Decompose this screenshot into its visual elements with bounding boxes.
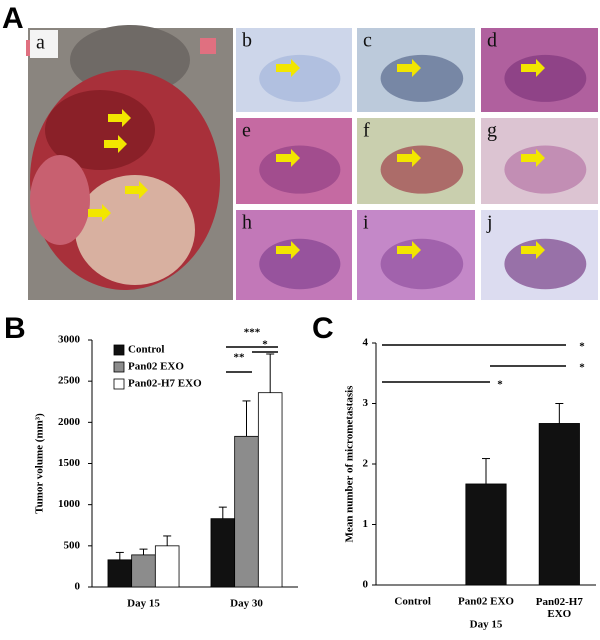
- significance-label: *: [262, 339, 268, 351]
- y-tick-label: 2000: [58, 416, 81, 428]
- image-label: b: [242, 30, 252, 52]
- y-tick-label: 500: [64, 539, 81, 551]
- bar: [538, 423, 580, 586]
- x-tick-label: Control: [394, 596, 430, 608]
- tissue: [504, 238, 587, 290]
- arrow: [397, 149, 421, 167]
- tissue: [259, 145, 341, 194]
- legend-label: Pan02-H7 EXO: [128, 378, 202, 390]
- arrow: [521, 149, 545, 167]
- legend-label: Control: [128, 344, 164, 356]
- arrow: [276, 241, 300, 259]
- image-label: e: [242, 120, 251, 142]
- image-label: h: [242, 212, 252, 234]
- bar: [154, 545, 180, 588]
- arrow: [104, 135, 127, 153]
- y-tick-label: 1000: [58, 498, 81, 510]
- arrow: [276, 149, 300, 167]
- y-tick-label: 1500: [58, 457, 81, 469]
- panel-label: B: [4, 312, 26, 345]
- significance-label: ***: [244, 327, 261, 339]
- image-label: f: [363, 120, 370, 142]
- significance-label: *: [497, 379, 503, 391]
- photo-tissue: [30, 155, 90, 245]
- y-tick-label: 0: [75, 581, 81, 593]
- arrow: [521, 59, 545, 77]
- y-axis-label: Mean number of micrometastasis: [344, 385, 356, 543]
- tissue: [380, 145, 464, 194]
- image-label: j: [486, 212, 493, 234]
- arrow: [108, 109, 131, 127]
- y-tick-label: 3: [363, 397, 369, 409]
- legend-label: Pan02 EXO: [128, 361, 184, 373]
- legend-swatch: [113, 344, 125, 356]
- tissue: [259, 238, 341, 290]
- bar: [131, 554, 156, 588]
- panel-label: A: [2, 2, 24, 35]
- x-tick-label: Day 30: [230, 598, 263, 610]
- x-tick-label: Day 15: [127, 598, 160, 610]
- x-tick-label: Pan02 EXO: [458, 596, 514, 608]
- tissue: [504, 54, 587, 102]
- arrow: [397, 241, 421, 259]
- y-axis-label: Tumor volume (mm³): [34, 413, 46, 514]
- arrow: [125, 181, 148, 199]
- y-tick-label: 2: [363, 458, 369, 470]
- tissue: [380, 54, 464, 102]
- panel-a: [26, 25, 233, 300]
- photo-intestine: [75, 175, 195, 285]
- legend-swatch: [113, 361, 125, 373]
- bar: [465, 483, 507, 586]
- y-tick-label: 0: [363, 579, 369, 591]
- label-box: [30, 30, 58, 58]
- bar: [234, 435, 259, 588]
- x-axis-label: Day 15: [470, 619, 503, 631]
- image-label: g: [487, 120, 497, 142]
- arrow: [276, 59, 300, 77]
- image-label: d: [487, 30, 497, 52]
- photo-organ: [45, 90, 155, 170]
- x-tick-label: Pan02-H7 EXO: [536, 596, 584, 620]
- image-label: a: [36, 32, 45, 54]
- y-tick-label: 2500: [58, 375, 81, 387]
- image-label: i: [363, 212, 369, 234]
- arrow: [521, 241, 545, 259]
- bar: [210, 518, 236, 588]
- significance-label: *: [579, 362, 585, 374]
- significance-label: **: [234, 352, 246, 364]
- significance-label: *: [579, 341, 585, 353]
- tissue: [504, 145, 587, 194]
- arrow: [88, 204, 111, 222]
- y-tick-label: 4: [363, 337, 369, 349]
- photo-pin: [200, 38, 216, 54]
- arrow: [397, 59, 421, 77]
- bar: [257, 392, 283, 588]
- bar: [107, 559, 133, 588]
- y-tick-label: 3000: [58, 334, 81, 346]
- tissue: [380, 238, 464, 290]
- image-label: c: [363, 30, 372, 52]
- y-tick-label: 1: [363, 518, 369, 530]
- legend-swatch: [113, 378, 125, 390]
- tissue: [259, 54, 341, 102]
- panel-label: C: [312, 312, 334, 345]
